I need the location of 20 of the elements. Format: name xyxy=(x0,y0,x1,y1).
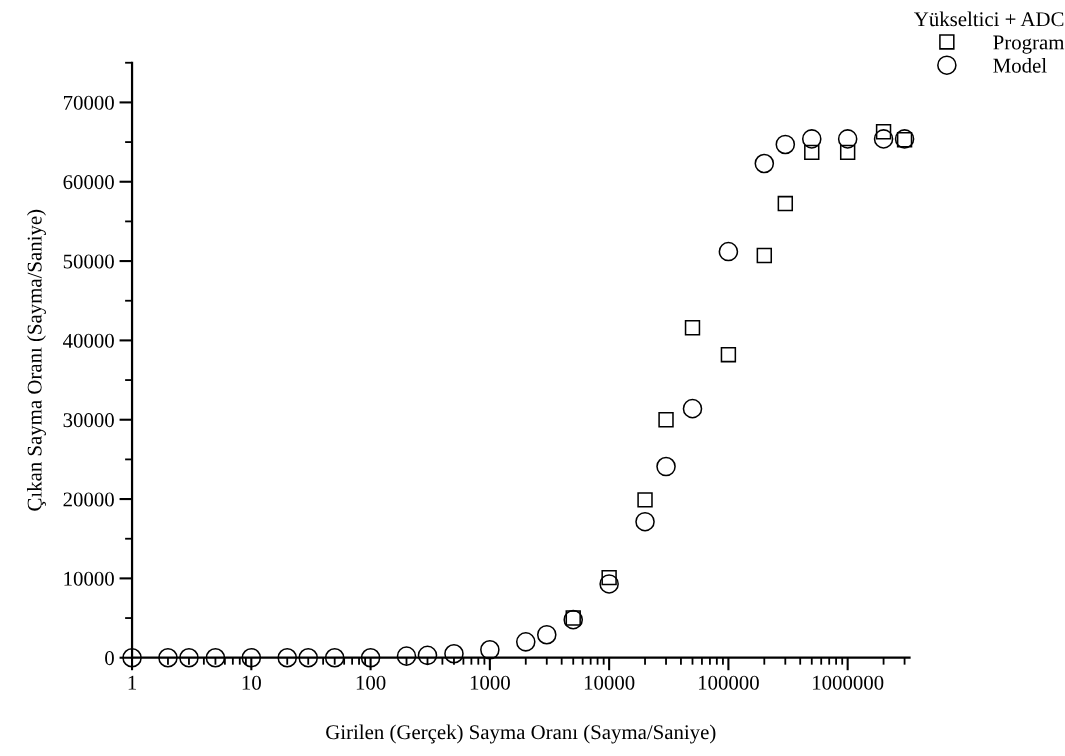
x-tick-label: 10000 xyxy=(584,675,635,690)
y-tick-label: 20000 xyxy=(63,492,114,507)
x-tick-label: 100 xyxy=(356,675,386,690)
legend-title: Yükseltici + ADC xyxy=(914,11,1064,27)
y-tick-label: 0 xyxy=(105,651,114,666)
y-tick-label: 70000 xyxy=(63,95,114,110)
x-tick-label: 1 xyxy=(128,675,137,690)
y-tick-label: 40000 xyxy=(63,333,114,348)
y-tick-label: 10000 xyxy=(64,571,114,586)
y-tick-label: 60000 xyxy=(63,175,114,190)
x-tick-label: 1000 xyxy=(470,675,510,690)
x-tick-label: 1000000 xyxy=(813,675,884,690)
x-axis-title: Girilen (Gerçek) Sayma Oranı (Sayma/Saniye) xyxy=(326,724,716,744)
legend-label: Model xyxy=(993,58,1047,73)
y-tick-label: 50000 xyxy=(63,254,114,269)
legend-label: Program xyxy=(993,35,1065,54)
x-tick-label: 100000 xyxy=(698,675,759,690)
y-axis-title: Çıkan Sayma Oranı (Sayma/Saniye) xyxy=(27,209,46,511)
y-tick-label: 30000 xyxy=(63,413,114,428)
x-tick-label: 10 xyxy=(242,675,261,690)
